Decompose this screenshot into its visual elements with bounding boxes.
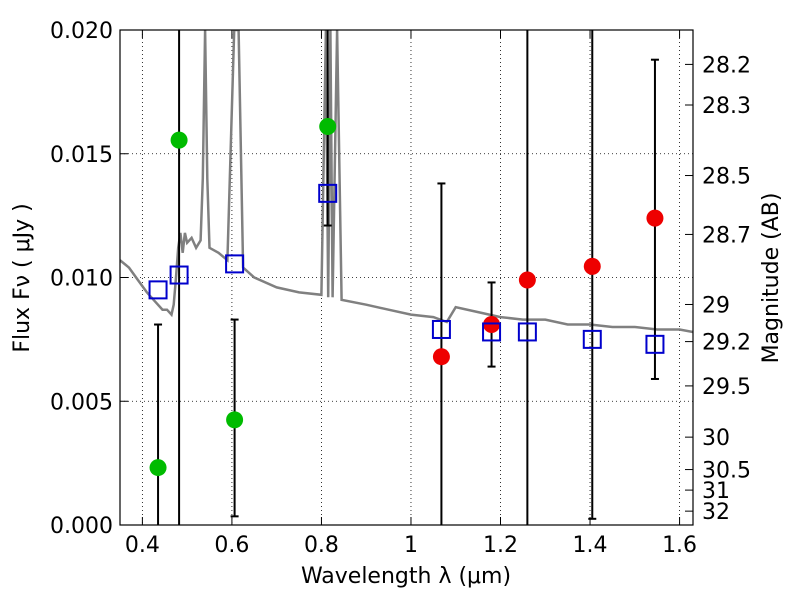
green-data-point xyxy=(149,459,167,477)
axis-ticks xyxy=(120,29,693,526)
red-data-point xyxy=(432,348,450,366)
x-tick-label: 0.4 xyxy=(125,533,160,558)
x-tick-label: 1.2 xyxy=(483,533,518,558)
y-tick-label: 0.000 xyxy=(50,514,113,539)
model-flux-square xyxy=(225,254,245,274)
plot-area xyxy=(120,30,693,525)
mag-tick-label: 28.3 xyxy=(702,94,751,119)
plot-background xyxy=(120,30,693,525)
grid-lines xyxy=(120,29,693,526)
model-flux-square xyxy=(582,329,602,349)
mag-tick-label: 28.5 xyxy=(702,165,751,190)
y-tick-label: 0.010 xyxy=(50,267,113,292)
green-data-point xyxy=(170,131,188,149)
green-data-point xyxy=(226,411,244,429)
mag-tick-label: 29 xyxy=(702,293,730,318)
mag-tick-label: 29.5 xyxy=(702,375,751,400)
x-axis-label: Wavelength λ (μm) xyxy=(301,564,511,589)
y-tick-label: 0.005 xyxy=(50,390,113,415)
red-data-point xyxy=(646,209,664,227)
y-tick-label: 0.015 xyxy=(50,143,113,168)
green-data-point xyxy=(319,118,337,136)
mag-tick-label: 28.2 xyxy=(702,53,751,78)
model-flux-square xyxy=(482,322,502,342)
data-markers xyxy=(148,118,665,477)
red-data-point xyxy=(483,316,501,334)
mag-tick-label: 32 xyxy=(702,500,730,525)
x-tick-label: 0.6 xyxy=(214,533,249,558)
y-tick-label: 0.020 xyxy=(50,19,113,44)
x-tick-label: 1 xyxy=(404,533,418,558)
x-tick-label: 1.4 xyxy=(573,533,608,558)
mag-tick-label: 30.5 xyxy=(702,459,751,484)
y2-axis-label: Magnitude (AB) xyxy=(759,193,784,364)
model-flux-square xyxy=(169,265,189,285)
mag-tick-label: 29.2 xyxy=(702,331,751,356)
red-data-point xyxy=(583,257,601,275)
mag-tick-label: 30 xyxy=(702,426,730,451)
y-axis-label: Flux Fν ( μJy ) xyxy=(10,203,35,352)
mag-tick-label: 28.7 xyxy=(702,223,751,248)
model-flux-square xyxy=(148,280,168,300)
model-flux-square xyxy=(517,322,537,342)
model-flux-square xyxy=(431,319,451,339)
model-flux-square xyxy=(318,183,338,203)
axis-tick-labels: 0.4 0.6 0.8 1 1.2 1.4 1.6 0.000 0.005 0.010 0.015 0… xyxy=(50,19,751,558)
sed-model-line xyxy=(120,30,693,334)
model-flux-square xyxy=(645,334,665,354)
mag-tick-label: 31 xyxy=(702,479,730,504)
x-tick-label: 1.6 xyxy=(662,533,697,558)
x-tick-label: 0.8 xyxy=(304,533,339,558)
red-data-point xyxy=(518,271,536,289)
